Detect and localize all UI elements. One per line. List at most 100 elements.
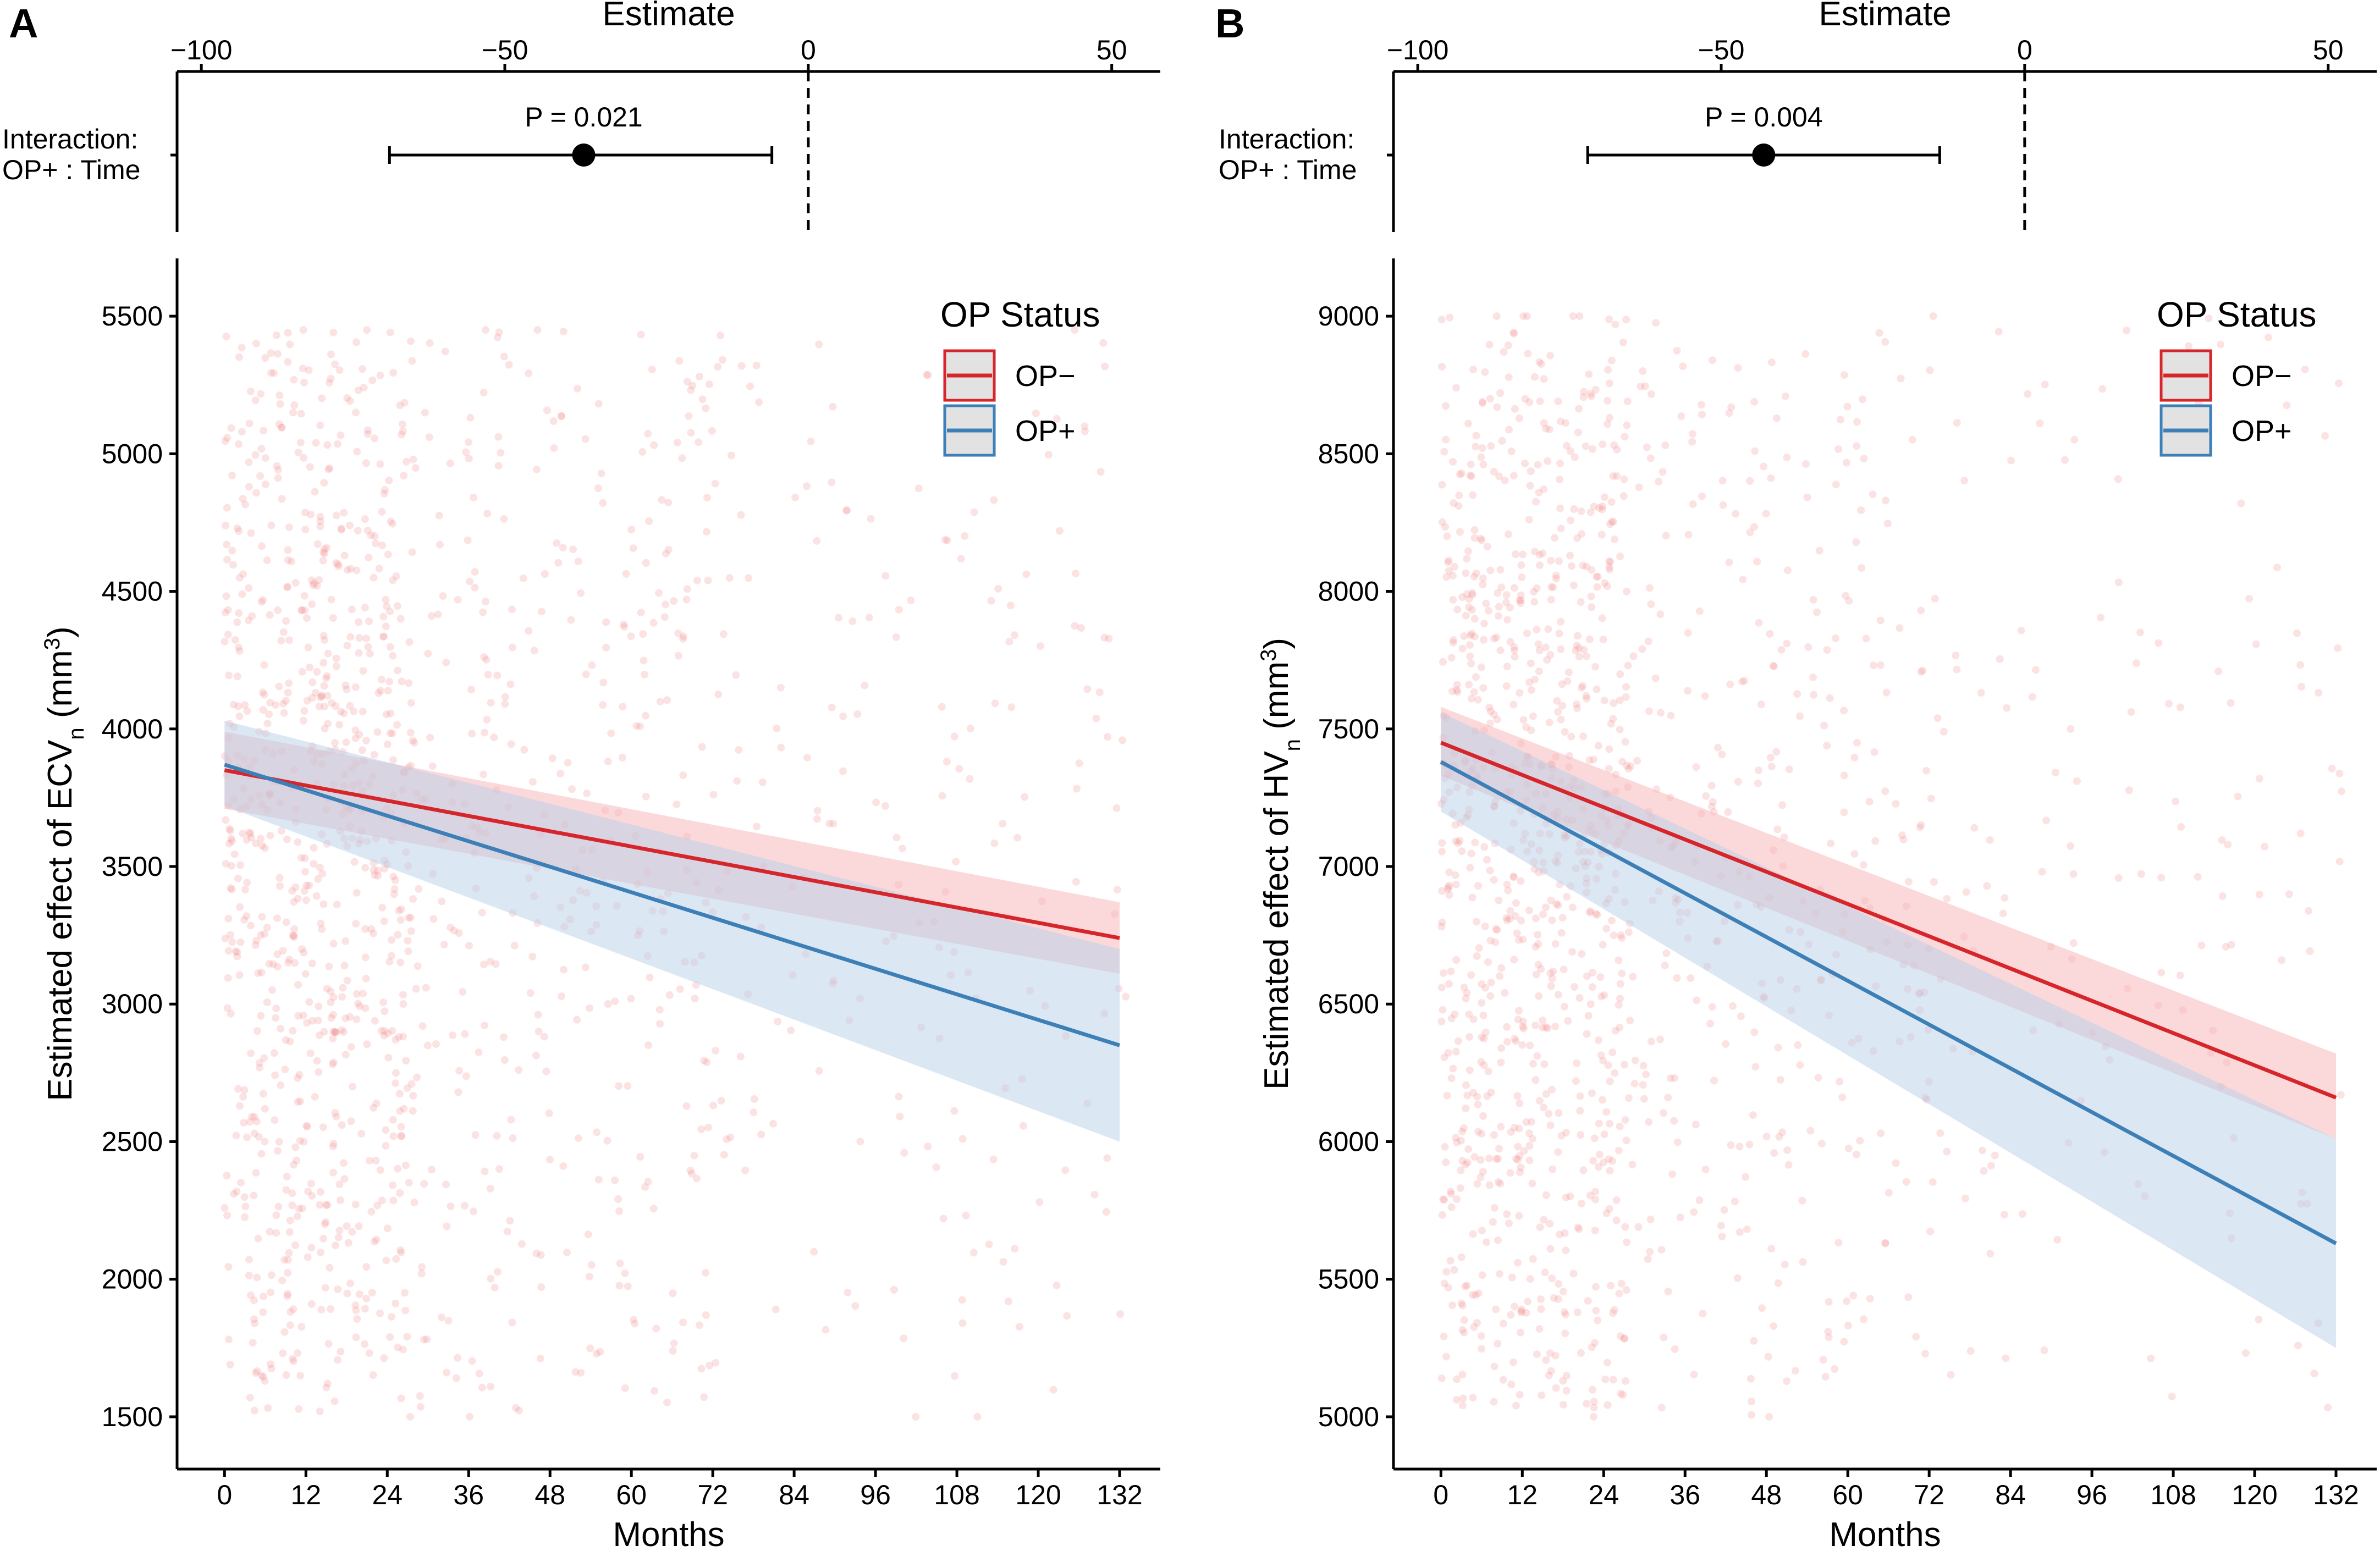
scatter-point — [2040, 1346, 2048, 1354]
scatter-point — [1531, 1022, 1540, 1030]
scatter-point — [341, 937, 350, 945]
scatter-point — [361, 604, 369, 612]
scatter-point — [290, 898, 298, 906]
scatter-point — [262, 480, 269, 488]
scatter-point — [1541, 643, 1550, 652]
scatter-point — [679, 1318, 687, 1327]
scatter-point — [1483, 1092, 1491, 1100]
scatter-point — [1750, 1028, 1759, 1036]
scatter-point — [1503, 1037, 1511, 1046]
scatter-point — [363, 430, 372, 438]
scatter-point — [338, 993, 346, 1001]
scatter-point — [380, 1031, 388, 1040]
scatter-point — [1496, 1179, 1505, 1188]
scatter-point — [1623, 397, 1632, 405]
scatter-point — [1468, 630, 1476, 638]
scatter-point — [224, 914, 233, 923]
scatter-point — [1857, 506, 1865, 514]
scatter-point — [1563, 441, 1571, 450]
scatter-point — [1558, 680, 1566, 688]
scatter-point — [272, 1014, 280, 1022]
scatter-point — [1504, 530, 1512, 538]
scatter-point — [401, 1306, 410, 1315]
scatter-point — [1465, 1011, 1473, 1018]
scatter-point — [664, 498, 673, 506]
scatter-point — [1567, 562, 1575, 570]
scatter-point — [526, 989, 535, 997]
scatter-point — [233, 618, 241, 626]
scatter-point — [1777, 645, 1786, 654]
scatter-point — [354, 386, 362, 394]
scatter-point — [399, 1000, 407, 1008]
scatter-point — [238, 590, 246, 598]
scatter-point — [509, 1134, 517, 1142]
scatter-point — [1534, 640, 1542, 648]
scatter-point — [994, 584, 1002, 593]
forest-tick-label: −100 — [170, 35, 233, 65]
scatter-point — [1474, 1128, 1483, 1136]
scatter-point — [297, 410, 305, 418]
scatter-point — [1497, 583, 1506, 592]
scatter-point — [1547, 1367, 1555, 1375]
scatter-point — [247, 529, 255, 537]
scatter-point — [1478, 1227, 1486, 1234]
scatter-point — [1463, 590, 1471, 598]
scatter-point — [1979, 1146, 1986, 1155]
scatter-point — [2227, 699, 2235, 707]
scatter-point — [2069, 939, 2078, 947]
scatter-point — [1554, 991, 1562, 999]
scatter-point — [517, 1240, 526, 1248]
scatter-point — [1645, 707, 1653, 715]
scatter-point — [350, 858, 359, 866]
scatter-point — [367, 1207, 376, 1216]
scatter-point — [1586, 907, 1594, 915]
scatter-point — [1577, 507, 1585, 515]
scatter-point — [706, 1361, 714, 1370]
scatter-point — [1474, 882, 1482, 890]
scatter-point — [1577, 1349, 1585, 1357]
scatter-point — [757, 1130, 765, 1139]
scatter-point — [1621, 1061, 1628, 1069]
scatter-point — [222, 860, 230, 868]
scatter-point — [340, 551, 349, 560]
y-tick-label: 3500 — [102, 851, 163, 882]
scatter-point — [470, 1207, 477, 1216]
scatter-point — [508, 643, 516, 652]
scatter-point — [370, 573, 378, 582]
scatter-point — [1508, 1273, 1516, 1282]
scatter-point — [1547, 982, 1555, 990]
scatter-point — [714, 690, 723, 698]
scatter-point — [702, 404, 710, 412]
scatter-point — [235, 971, 244, 979]
scatter-point — [1546, 1219, 1554, 1228]
scatter-point — [691, 995, 699, 1003]
scatter-point — [500, 515, 508, 523]
scatter-point — [227, 424, 235, 432]
scatter-point — [1688, 438, 1696, 446]
scatter-point — [2051, 769, 2059, 776]
scatter-point — [1869, 490, 1877, 498]
scatter-point — [686, 1167, 695, 1175]
scatter-point — [1804, 643, 1812, 651]
scatter-point — [1438, 518, 1446, 526]
y-axis-title-part: 3 — [40, 638, 64, 650]
scatter-point — [1442, 1268, 1451, 1276]
scatter-point — [1821, 1373, 1830, 1381]
scatter-point — [330, 1397, 339, 1405]
scatter-point — [1555, 557, 1563, 565]
x-tick-label: 48 — [1751, 1480, 1782, 1510]
scatter-point — [1724, 808, 1732, 816]
scatter-point — [222, 816, 230, 824]
scatter-point — [327, 1014, 335, 1022]
scatter-point — [267, 1288, 275, 1296]
scatter-point — [828, 478, 836, 487]
scatter-point — [961, 532, 969, 540]
scatter-point — [1053, 1281, 1061, 1289]
scatter-point — [1116, 1310, 1125, 1318]
scatter-point — [284, 1269, 292, 1277]
scatter-point — [232, 947, 240, 956]
scatter-point — [482, 326, 490, 334]
scatter-point — [1708, 1003, 1716, 1011]
scatter-point — [650, 441, 658, 449]
scatter-point — [275, 420, 283, 428]
